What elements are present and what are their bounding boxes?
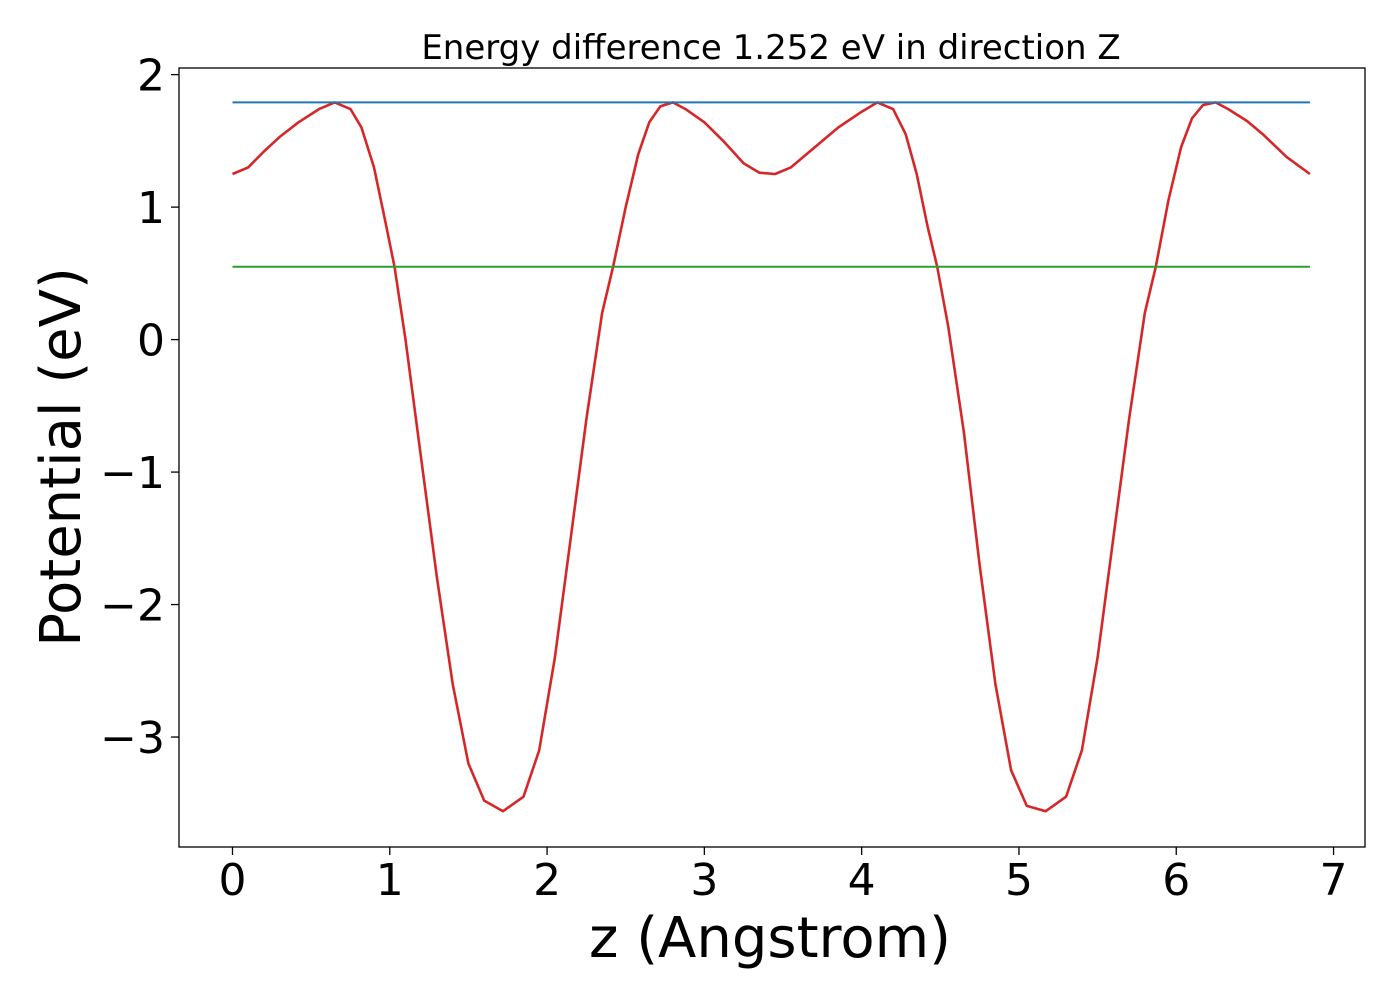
x-tick-label: 6 <box>1162 855 1190 906</box>
x-tick-label: 5 <box>1005 855 1033 906</box>
plot-frame <box>178 67 1366 848</box>
x-tick-label: 1 <box>376 855 404 906</box>
x-axis-label: z (Angstrom) <box>589 906 951 971</box>
y-axis-ticks: −3 −2 −1 0 1 2 <box>100 51 179 764</box>
series-line-1 <box>231 101 1311 813</box>
y-tick-label: −1 <box>100 448 165 499</box>
series-layer <box>231 101 1311 813</box>
y-tick-label: 1 <box>137 183 165 234</box>
y-tick-label: −2 <box>100 581 165 632</box>
x-tick-label: 4 <box>848 855 876 906</box>
y-tick-label: 0 <box>137 316 165 367</box>
y-tick-label: −3 <box>100 713 165 764</box>
x-tick-label: 0 <box>218 855 246 906</box>
y-tick-label: 2 <box>137 51 165 102</box>
chart-title: Energy difference 1.252 eV in direction … <box>421 28 1120 68</box>
x-tick-label: 7 <box>1320 855 1348 906</box>
x-tick-label: 2 <box>533 855 561 906</box>
x-tick-label: 3 <box>690 855 718 906</box>
y-axis-label: Potential (eV) <box>29 267 94 647</box>
x-axis-ticks: 0 1 2 3 4 5 6 7 <box>218 847 1348 906</box>
